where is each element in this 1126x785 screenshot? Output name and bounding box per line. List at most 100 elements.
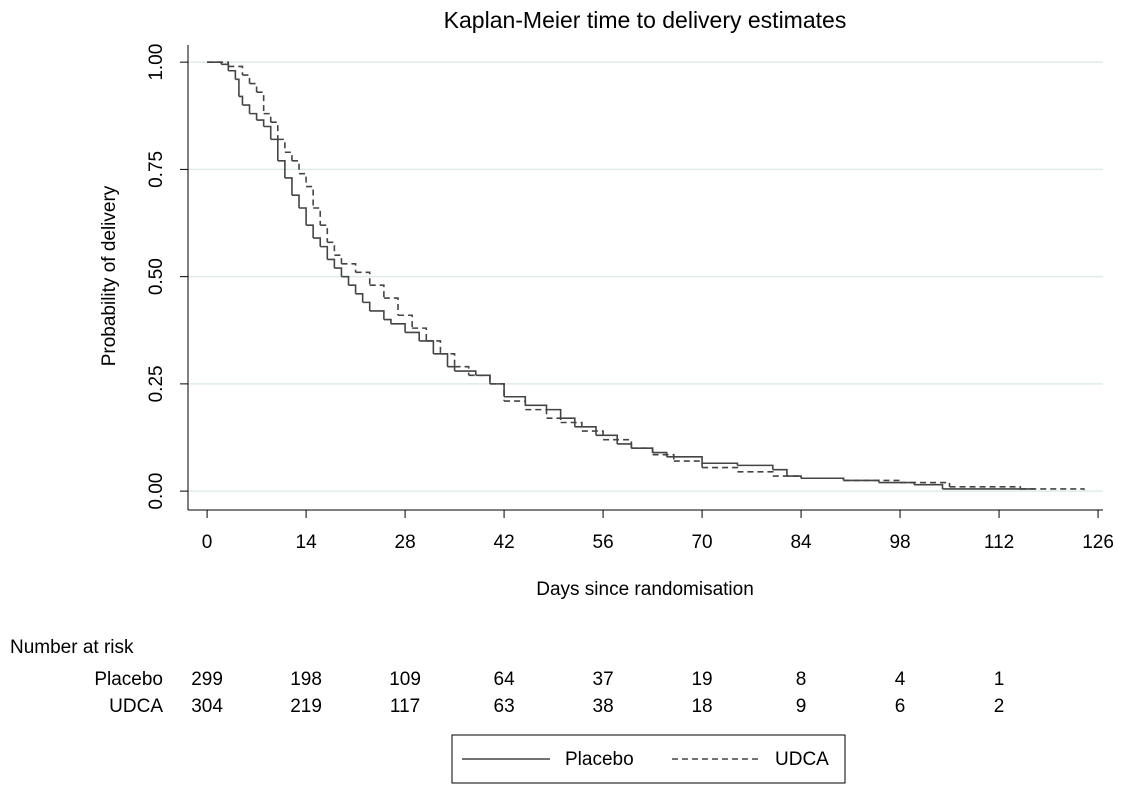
- risk-row-label: Placebo: [94, 669, 163, 690]
- risk-value: 304: [191, 696, 223, 717]
- step-segment: [242, 74, 251, 84]
- step-segment: [313, 207, 322, 226]
- step-segment: [299, 207, 307, 226]
- step-segment: [369, 310, 385, 320]
- step-segment: [673, 460, 703, 468]
- x-tick-label: 98: [889, 532, 910, 553]
- x-tick-label: 56: [593, 532, 614, 553]
- step-segment: [320, 224, 329, 243]
- step-segment: [702, 466, 739, 472]
- step-segment: [306, 185, 314, 209]
- risk-value: 8: [796, 669, 807, 690]
- x-tick-label: 0: [202, 532, 213, 553]
- risk-value: 38: [593, 696, 614, 717]
- step-segment: [228, 65, 244, 76]
- step-segment: [454, 370, 477, 376]
- step-segment: [348, 284, 357, 294]
- y-axis-label: Probability of delivery: [99, 185, 120, 366]
- step-segment: [228, 69, 237, 80]
- step-segment: [277, 138, 286, 153]
- risk-value: 4: [895, 669, 906, 690]
- step-segment: [327, 241, 336, 256]
- step-segment: [525, 408, 548, 419]
- series-line: [207, 61, 1035, 490]
- y-tick-label: 0.25: [146, 365, 167, 402]
- risk-value: 6: [895, 696, 906, 717]
- step-segment: [786, 475, 802, 479]
- risk-value: 219: [290, 696, 322, 717]
- step-segment: [369, 284, 385, 299]
- step-segment: [256, 119, 265, 127]
- step-segment: [320, 245, 329, 260]
- risk-value: 64: [494, 669, 516, 690]
- step-segment: [299, 172, 307, 187]
- step-segment: [652, 453, 675, 462]
- risk-table-title: Number at risk: [10, 637, 134, 658]
- step-segment: [666, 456, 703, 464]
- legend-label: Placebo: [565, 749, 634, 770]
- step-segment: [362, 301, 371, 311]
- step-segment: [390, 323, 406, 333]
- chart-title: Kaplan-Meier time to delivery estimates: [444, 7, 847, 33]
- step-segment: [263, 112, 272, 123]
- step-segment: [355, 293, 364, 303]
- step-segment: [306, 224, 314, 239]
- step-segment: [383, 318, 392, 324]
- x-tick-label: 70: [691, 532, 712, 553]
- step-segment: [631, 447, 654, 455]
- x-axis-label: Days since randomisation: [536, 579, 754, 600]
- step-segment: [504, 400, 527, 410]
- x-tick-label: 42: [494, 532, 515, 553]
- step-segment: [737, 471, 774, 477]
- y-tick-label: 0.50: [146, 258, 167, 295]
- step-segment: [277, 160, 286, 178]
- risk-value: 18: [691, 696, 712, 717]
- step-segment: [546, 417, 562, 423]
- step-segment: [617, 443, 633, 449]
- step-segment: [263, 125, 272, 140]
- step-segment: [355, 271, 371, 286]
- step-segment: [433, 353, 449, 367]
- series-line: [207, 61, 1085, 491]
- step-segment: [440, 353, 456, 367]
- step-segment: [560, 417, 576, 427]
- y-tick-label: 1.00: [146, 44, 167, 81]
- step-segment: [914, 483, 944, 489]
- legend-label: UDCA: [775, 749, 829, 770]
- step-segment: [398, 314, 413, 329]
- step-segment: [270, 121, 279, 140]
- risk-value: 37: [593, 669, 614, 690]
- step-segment: [249, 112, 258, 121]
- step-segment: [341, 262, 357, 273]
- risk-value: 2: [994, 696, 1005, 717]
- step-segment: [772, 475, 802, 479]
- step-segment: [412, 327, 428, 341]
- step-segment: [334, 254, 343, 264]
- x-tick-label: 14: [296, 532, 318, 553]
- step-segment: [525, 404, 548, 410]
- step-segment: [221, 63, 230, 71]
- step-segment: [489, 383, 505, 397]
- step-segment: [560, 421, 583, 432]
- risk-value: 19: [691, 669, 712, 690]
- x-tick-label: 112: [984, 532, 1014, 553]
- step-segment: [772, 468, 788, 477]
- step-segment: [546, 408, 562, 419]
- step-segment: [256, 91, 265, 114]
- step-segment: [235, 78, 240, 97]
- step-segment: [447, 365, 456, 372]
- x-tick-label: 126: [1082, 532, 1114, 553]
- step-segment: [249, 82, 258, 93]
- step-segment: [900, 481, 951, 487]
- step-segment: [313, 237, 322, 247]
- step-segment: [284, 151, 293, 161]
- step-segment: [489, 383, 505, 402]
- step-segment: [475, 374, 491, 384]
- step-segment: [454, 365, 470, 376]
- x-tick-label: 28: [395, 532, 416, 553]
- step-segment: [334, 267, 343, 277]
- y-tick-label: 0.00: [146, 473, 167, 510]
- risk-value: 198: [290, 669, 322, 690]
- step-segment: [426, 340, 442, 354]
